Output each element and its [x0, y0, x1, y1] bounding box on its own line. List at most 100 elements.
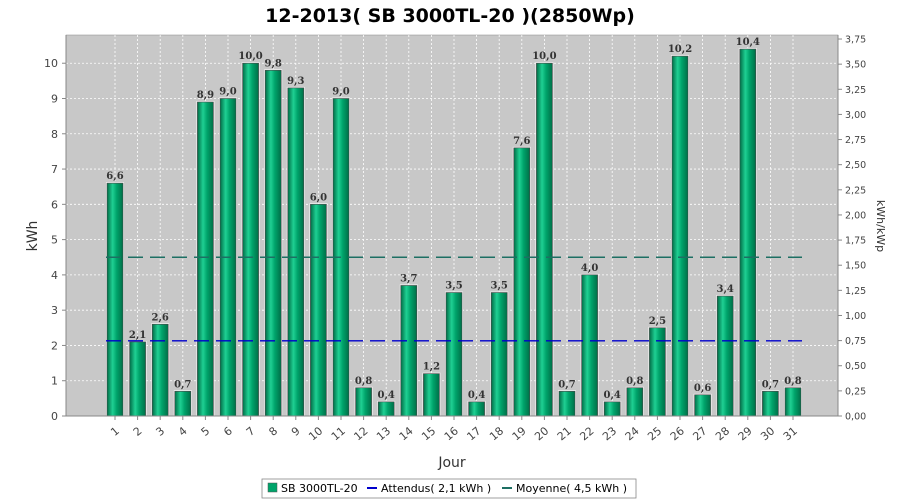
- x-tick-label: 4: [176, 424, 190, 438]
- data-label: 1,2: [423, 362, 440, 373]
- data-label: 7,6: [513, 136, 530, 147]
- bar: [355, 387, 372, 417]
- legend-label-series: SB 3000TL-20: [281, 482, 358, 495]
- bar: [739, 48, 757, 417]
- bar: [536, 62, 553, 417]
- y2-tick-label: 3,00: [845, 110, 866, 121]
- data-label: 0,7: [174, 379, 191, 390]
- bar: [468, 401, 485, 417]
- data-label: 0,7: [762, 379, 779, 390]
- legend-label-attendus: Attendus( 2,1 kWh ): [381, 482, 491, 495]
- y2-tick-label: 2,50: [845, 160, 866, 171]
- data-label: 9,8: [264, 58, 281, 69]
- data-label: 3,7: [400, 273, 417, 284]
- data-label: 0,4: [603, 390, 620, 401]
- y2-tick-label: 0,75: [845, 336, 866, 347]
- bar: [197, 101, 214, 417]
- data-label: 10,0: [532, 51, 556, 62]
- x-tick-label: 12: [351, 424, 370, 443]
- x-tick-label: 24: [623, 424, 642, 443]
- data-label: 8,9: [197, 90, 214, 101]
- data-label: 0,4: [468, 390, 485, 401]
- bar: [423, 373, 440, 417]
- y-tick-label: 0: [51, 410, 58, 423]
- x-tick-label: 9: [289, 424, 303, 438]
- legend-box: [261, 478, 637, 499]
- data-label: 2,6: [151, 312, 168, 323]
- y-tick-label: 9: [51, 93, 58, 106]
- y-tick-label: 1: [51, 375, 58, 388]
- reference-lines: [106, 256, 802, 342]
- x-tick-label: 2: [131, 424, 145, 438]
- data-label: 9,0: [219, 87, 236, 98]
- x-tick-label: 6: [221, 424, 235, 438]
- x-tick-label: 29: [736, 424, 755, 443]
- x-tick-label: 22: [577, 424, 596, 443]
- x-tick-label: 26: [668, 424, 687, 443]
- y-tick-label: 6: [51, 198, 58, 211]
- data-label: 0,6: [694, 383, 711, 394]
- legend-label-moyenne: Moyenne( 4,5 kWh ): [516, 482, 627, 495]
- y-tick-label: 4: [51, 269, 58, 282]
- y2-tick-label: 3,50: [845, 60, 866, 71]
- x-tick-label: 3: [153, 424, 167, 438]
- data-label: 3,5: [445, 281, 462, 292]
- data-label: 3,4: [716, 284, 733, 295]
- data-label: 0,8: [626, 376, 643, 387]
- x-tick-label: 28: [713, 424, 732, 443]
- x-tick-label: 13: [374, 424, 393, 443]
- data-label: 0,7: [558, 379, 575, 390]
- data-label: 3,5: [490, 281, 507, 292]
- x-tick-label: 19: [510, 424, 529, 443]
- x-tick-label: 30: [758, 424, 777, 443]
- y2-tick-label: 0,00: [845, 412, 866, 423]
- x-tick-label: 25: [645, 424, 664, 443]
- bar: [151, 323, 169, 417]
- bar: [287, 87, 305, 417]
- x-tick-label: 20: [532, 424, 551, 443]
- bar: [558, 391, 576, 417]
- bar: [174, 391, 192, 417]
- y2-tick-label: 2,00: [845, 210, 866, 221]
- data-label: 9,0: [332, 87, 349, 98]
- bar: [490, 292, 508, 417]
- bar: [626, 387, 644, 417]
- x-tick-label: 14: [397, 424, 416, 443]
- x-tick-label: 7: [244, 424, 258, 438]
- x-axis-ticks: 1 2 3 4 5 6 7 8 9 10 11 12 13 14 15 16 17 18 19 20 21 22 23 24 2…: [108, 416, 800, 443]
- y-tick-label: 5: [51, 234, 58, 247]
- bar: [603, 401, 621, 417]
- y-tick-label: 10: [44, 57, 58, 70]
- y2-tick-label: 0,50: [845, 361, 866, 372]
- x-tick-label: 1: [108, 424, 122, 438]
- x-tick-label: 18: [487, 424, 506, 443]
- y2-axis-label: kWh/kWp: [874, 200, 887, 252]
- bar: [513, 147, 531, 417]
- x-tick-label: 21: [555, 424, 574, 443]
- data-label: 10,0: [238, 51, 262, 62]
- data-label: 9,3: [287, 76, 304, 87]
- data-label: 10,4: [736, 37, 760, 48]
- y2-tick-label: 0,25: [845, 386, 866, 397]
- data-label: 6,0: [310, 192, 327, 203]
- bar: [581, 274, 598, 417]
- chart-title: 12-2013( SB 3000TL-20 )(2850Wp): [265, 5, 635, 27]
- bar: [445, 292, 463, 417]
- x-tick-label: 8: [266, 424, 280, 438]
- bar: [129, 341, 146, 417]
- y-tick-label: 8: [51, 128, 58, 141]
- y-tick-label: 7: [51, 163, 58, 176]
- bar: [264, 69, 282, 417]
- x-axis-label: Jour: [437, 455, 466, 471]
- data-label: 10,2: [668, 44, 692, 55]
- x-tick-label: 11: [329, 424, 348, 443]
- y-tick-label: 3: [51, 304, 58, 317]
- data-label: 2,1: [129, 330, 146, 341]
- bar: [242, 62, 259, 417]
- data-label: 6,6: [106, 171, 123, 182]
- bar: [671, 55, 689, 417]
- data-label: 2,5: [649, 316, 666, 327]
- y2-tick-label: 3,25: [845, 85, 866, 96]
- data-label: 0,8: [355, 376, 372, 387]
